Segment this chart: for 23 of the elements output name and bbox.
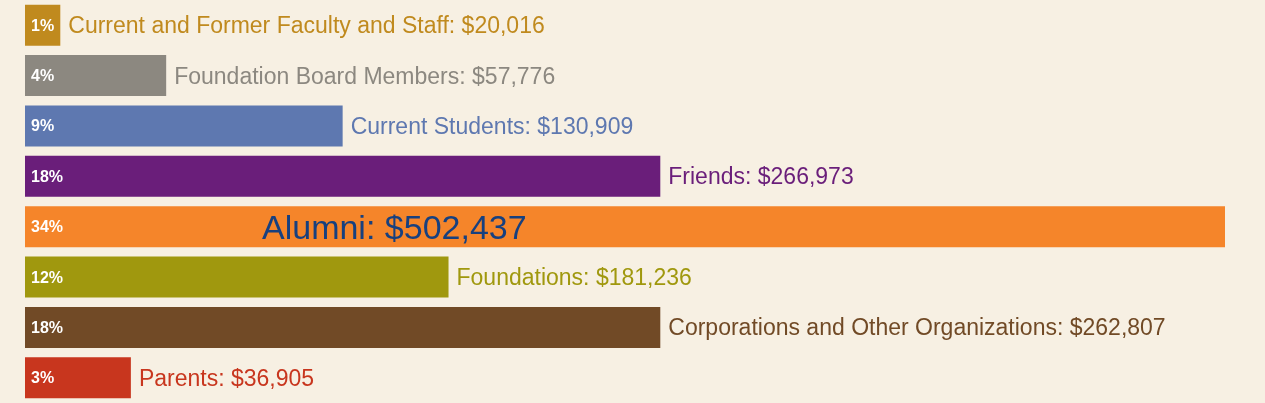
y-tick-label: Foundations: $181,236 bbox=[456, 264, 692, 291]
bar bbox=[25, 105, 343, 147]
data-label: 3% bbox=[31, 369, 55, 387]
y-tick-label: Alumni: $502,437 bbox=[262, 207, 527, 246]
data-label: 18% bbox=[31, 318, 64, 336]
data-label: 12% bbox=[31, 268, 64, 286]
data-label: 34% bbox=[31, 218, 64, 236]
y-tick-label: Current and Former Faculty and Staff: $20,016 bbox=[68, 12, 545, 39]
data-label: 18% bbox=[31, 167, 64, 185]
data-label: 9% bbox=[31, 117, 55, 135]
bar bbox=[25, 306, 661, 348]
bar bbox=[25, 55, 167, 97]
data-label: 1% bbox=[31, 16, 55, 34]
y-tick-label: Friends: $266,973 bbox=[668, 163, 854, 190]
bar bbox=[25, 256, 449, 298]
bar bbox=[25, 206, 1225, 248]
y-tick-label: Foundation Board Members: $57,776 bbox=[174, 62, 556, 89]
y-tick-label: Current Students: $130,909 bbox=[350, 112, 634, 139]
y-tick-label: Corporations and Other Organizations: $262,807 bbox=[668, 314, 1166, 341]
bar bbox=[25, 357, 131, 399]
data-label: 4% bbox=[31, 67, 55, 85]
bar bbox=[25, 155, 661, 197]
y-tick-label: Parents: $36,905 bbox=[138, 364, 315, 391]
